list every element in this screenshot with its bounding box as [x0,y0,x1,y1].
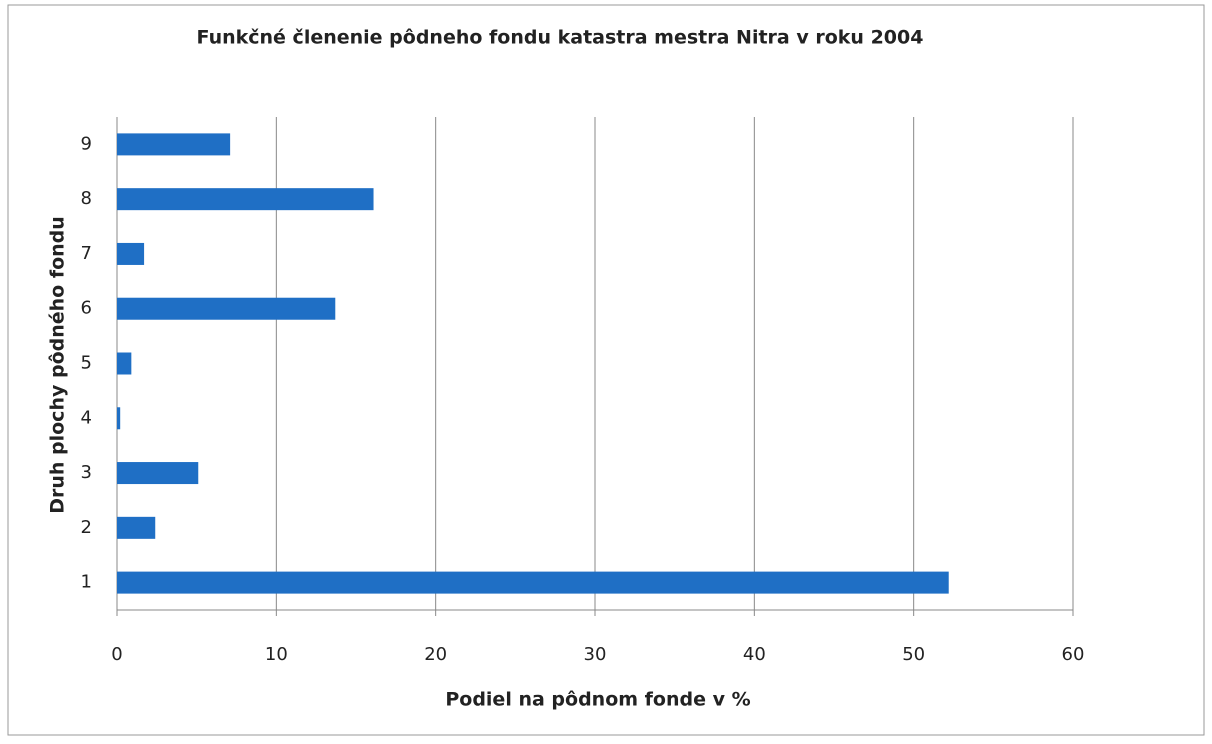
chart-frame [7,4,1205,736]
bar [117,297,336,320]
bar [117,188,374,211]
y-tick-label: 6 [81,298,92,319]
x-tick-label: 40 [743,644,766,665]
chart-title: Funkčné členenie pôdneho fondu katastra … [197,27,924,49]
y-tick-label: 2 [81,517,92,538]
bar [117,516,156,539]
y-tick-label: 5 [81,353,92,374]
y-tick-label: 1 [81,572,92,593]
y-axis-label: Druh plochy pôdného fondu [47,216,69,514]
y-tick-label: 8 [81,188,92,209]
bar [117,242,145,265]
x-tick-label: 0 [111,644,122,665]
bar [117,407,121,430]
x-tick-label: 20 [424,644,447,665]
y-tick-label: 7 [81,243,92,264]
bar [117,571,949,594]
bar [117,352,132,375]
bar [117,133,231,156]
x-tick-label: 30 [584,644,607,665]
x-tick-label: 60 [1062,644,1085,665]
y-tick-label: 4 [81,407,92,428]
y-tick-label: 9 [81,133,92,154]
x-tick-label: 10 [265,644,288,665]
x-tick-label: 50 [902,644,925,665]
y-tick-label: 3 [81,462,92,483]
bar [117,462,199,485]
x-axis-label: Podiel na pôdnom fonde v % [445,689,750,711]
